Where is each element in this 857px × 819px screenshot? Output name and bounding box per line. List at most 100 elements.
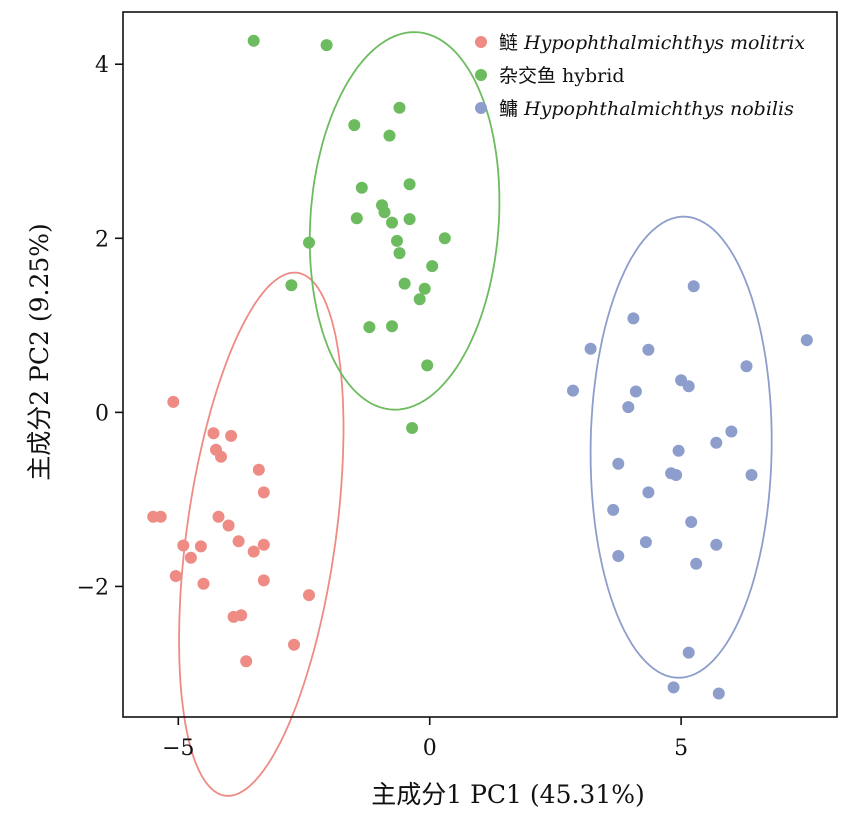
confidence-ellipse-2 — [308, 31, 501, 411]
legend: 鲢 Hypophthalmichthys molitrix 杂交鱼 hybrid 鳙… — [475, 32, 805, 120]
data-point-s1-10 — [212, 510, 225, 523]
data-point-s3-24 — [612, 550, 625, 562]
data-point-s3-22 — [639, 536, 652, 549]
data-point-s2-18 — [398, 277, 411, 290]
data-point-s2-12 — [386, 216, 398, 229]
data-point-s1-21 — [303, 589, 315, 602]
data-point-s1-23 — [227, 610, 240, 623]
data-point-s2-13 — [438, 232, 451, 245]
data-point-s2-23 — [386, 320, 398, 333]
data-point-s2-3 — [393, 101, 406, 114]
legend-chinese-name: 杂交鱼 — [499, 65, 562, 87]
confidence-ellipse-1 — [178, 271, 345, 797]
data-point-s2-15 — [303, 236, 315, 249]
data-point-s2-11 — [403, 213, 416, 226]
y-tick-label: 0 — [95, 401, 109, 426]
data-point-s2-9 — [378, 206, 391, 219]
data-point-s2-10 — [350, 212, 363, 225]
data-point-s3-2 — [627, 312, 640, 325]
data-point-s3-18 — [745, 469, 758, 481]
y-axis: −2 0 2 4 — [77, 53, 123, 600]
data-point-s3-5 — [642, 343, 655, 356]
data-point-s1-9 — [154, 510, 167, 523]
data-point-s1-24 — [288, 638, 300, 651]
data-point-s2-17 — [426, 260, 439, 273]
data-point-s3-26 — [682, 646, 695, 659]
data-point-s1-12 — [177, 539, 190, 552]
legend-chinese-name: 鳙 — [499, 98, 524, 120]
legend-marker — [475, 36, 487, 48]
data-point-s2-5 — [383, 129, 396, 142]
data-point-s1-17 — [184, 551, 197, 564]
data-point-s3-27 — [667, 681, 680, 694]
ellipse-layer — [178, 31, 773, 797]
y-tick-label: 4 — [95, 53, 109, 78]
data-point-s3-9 — [567, 384, 579, 397]
data-point-s3-1 — [687, 280, 700, 293]
points-layer — [147, 34, 813, 700]
data-point-s3-14 — [672, 444, 685, 457]
data-point-s2-7 — [355, 181, 368, 194]
data-point-s2-19 — [418, 282, 431, 295]
data-point-s2-6 — [403, 178, 416, 191]
data-point-s1-20 — [257, 574, 270, 587]
x-tick-label: −5 — [162, 736, 194, 761]
legend-species-name: hybrid — [562, 65, 624, 87]
data-point-s2-16 — [393, 247, 406, 260]
plot-frame — [122, 11, 838, 718]
data-point-s3-28 — [712, 687, 725, 700]
data-point-s1-16 — [257, 538, 270, 551]
data-point-s1-11 — [222, 519, 235, 532]
data-point-s2-1 — [247, 34, 260, 47]
data-point-s1-7 — [257, 486, 270, 499]
data-point-s3-6 — [740, 360, 753, 373]
data-point-s3-15 — [612, 457, 625, 470]
legend-species-name: Hypophthalmichthys molitrix — [523, 32, 805, 54]
x-axis-title: 主成分1 PC1 (45.31%) — [371, 780, 645, 809]
data-point-s2-24 — [421, 359, 434, 372]
legend-marker — [475, 69, 487, 81]
legend-species-name: Hypophthalmichthys nobilis — [523, 98, 794, 120]
data-point-s1-5 — [215, 450, 227, 463]
data-point-s3-3 — [800, 334, 813, 347]
y-axis-title: 主成分2 PC2 (9.25%) — [25, 223, 54, 481]
data-point-s1-19 — [197, 577, 210, 590]
data-point-s3-19 — [642, 486, 655, 499]
x-axis: −5 0 5 — [162, 717, 688, 761]
data-point-s3-20 — [607, 503, 620, 516]
y-tick-label: 2 — [95, 227, 109, 252]
data-point-s1-1 — [167, 395, 180, 408]
data-point-s1-2 — [207, 427, 220, 440]
data-point-s3-8 — [682, 380, 695, 393]
data-point-s3-4 — [584, 342, 597, 355]
legend-label: 鲢 Hypophthalmichthys molitrix — [499, 32, 805, 54]
data-point-s3-21 — [685, 516, 698, 528]
legend-chinese-name: 鲢 — [499, 32, 524, 54]
data-point-s2-25 — [406, 422, 419, 434]
data-point-s1-3 — [225, 429, 238, 442]
data-point-s1-14 — [232, 535, 245, 548]
legend-marker — [475, 102, 487, 114]
data-point-s3-12 — [725, 425, 738, 438]
legend-label: 杂交鱼 hybrid — [499, 65, 625, 87]
data-point-s3-17 — [670, 469, 683, 481]
data-point-s2-20 — [285, 279, 298, 292]
data-point-s3-10 — [629, 385, 642, 398]
data-point-s1-25 — [240, 655, 253, 668]
data-point-s2-4 — [348, 119, 361, 132]
data-point-s1-15 — [247, 545, 260, 558]
x-tick-label: 0 — [423, 736, 437, 761]
data-point-s1-6 — [252, 463, 265, 476]
data-point-s1-18 — [169, 570, 182, 582]
data-point-s3-13 — [710, 436, 723, 449]
x-tick-label: 5 — [674, 736, 688, 761]
data-point-s3-25 — [690, 557, 703, 570]
legend-item-2: 杂交鱼 hybrid — [475, 65, 625, 87]
legend-label: 鳙 Hypophthalmichthys nobilis — [499, 98, 794, 120]
confidence-ellipse-3 — [589, 215, 773, 679]
data-point-s1-13 — [194, 540, 207, 553]
data-point-s3-23 — [710, 538, 723, 551]
y-tick-label: −2 — [77, 575, 109, 600]
data-point-s3-11 — [622, 401, 635, 414]
